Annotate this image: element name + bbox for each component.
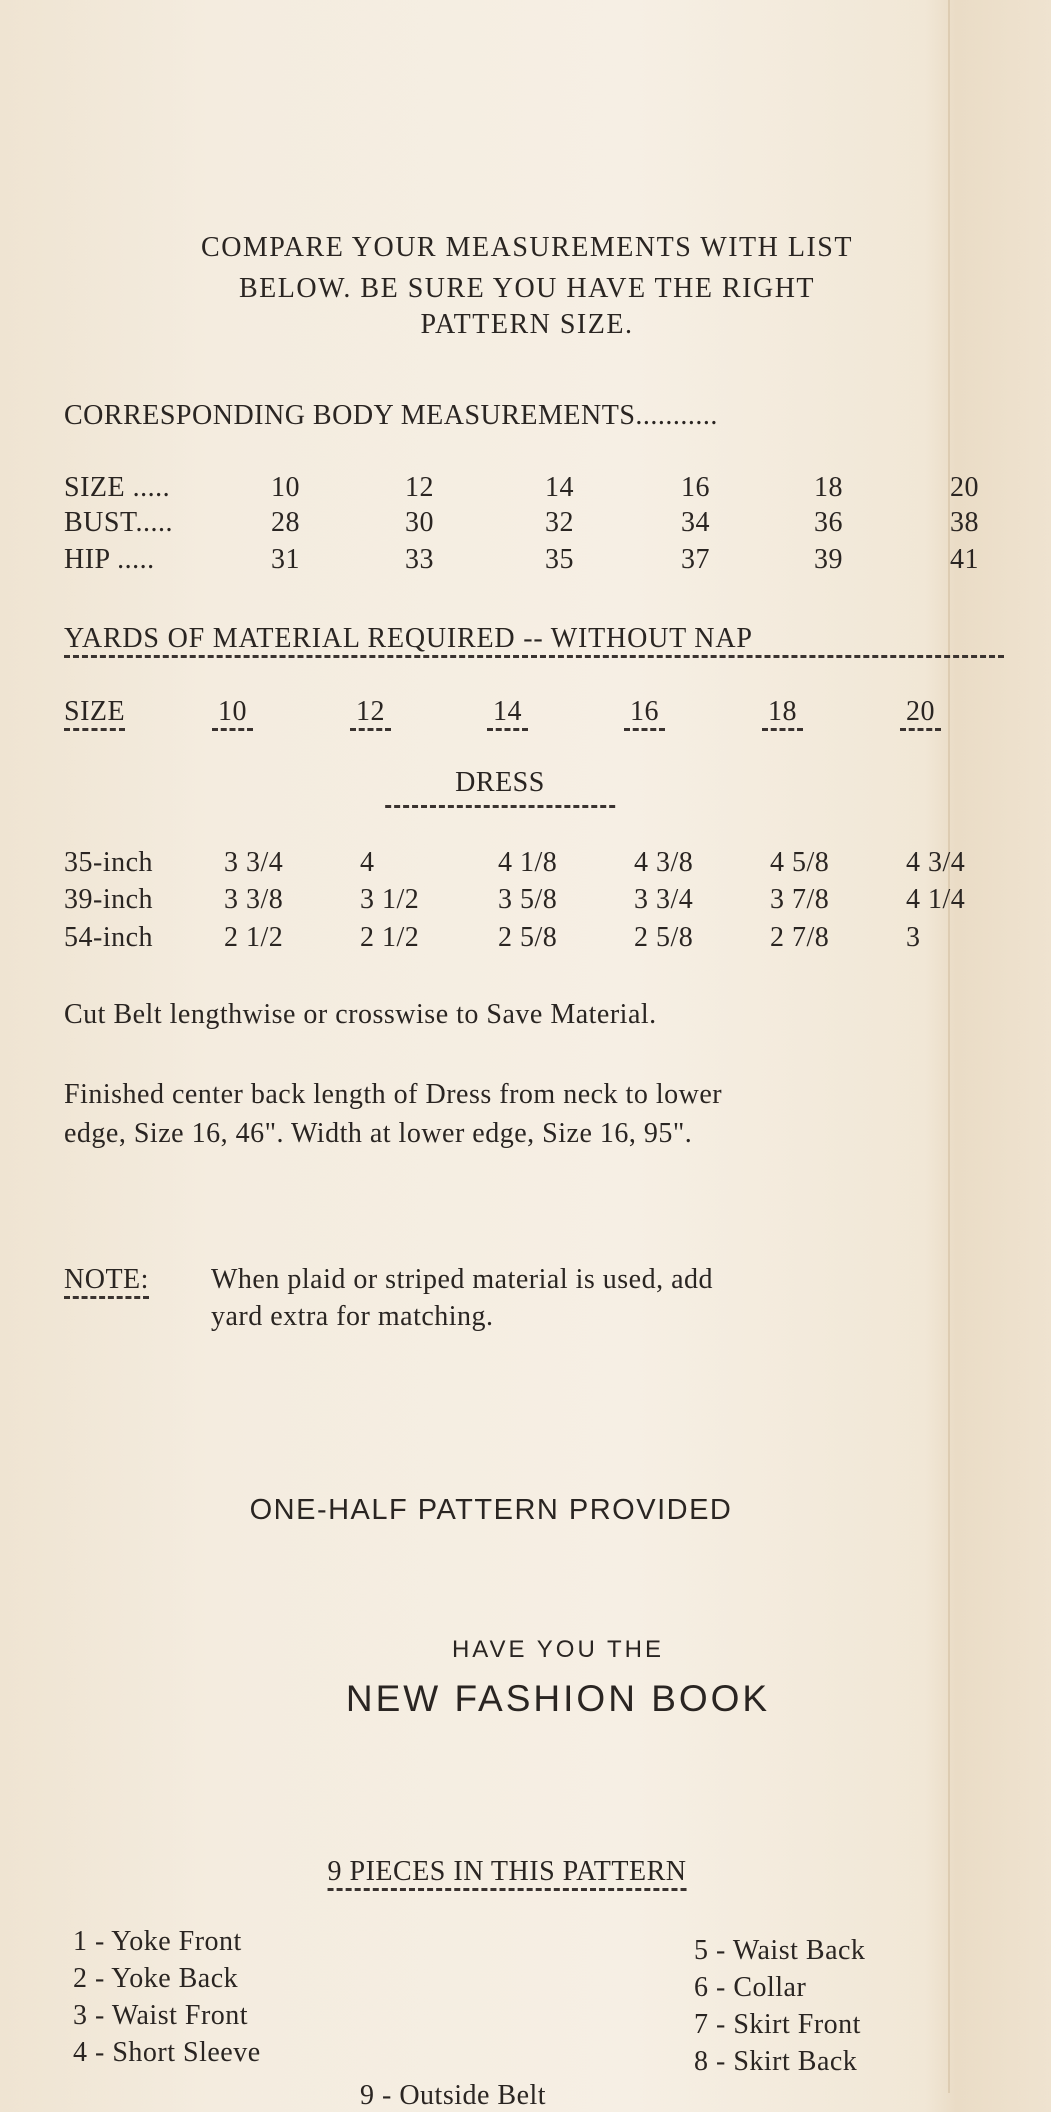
measurement-value: 41 [950, 544, 979, 575]
body-measurements-title: CORRESPONDING BODY MEASUREMENTS.........… [64, 400, 718, 431]
yardage-value: 3 3/4 [224, 847, 284, 878]
fashion-book-line-2: NEW FASHION BOOK [345, 1678, 771, 1719]
measurement-value: 16 [681, 472, 710, 503]
measurement-value: 12 [405, 472, 434, 503]
piece-item: 9 - Outside Belt [360, 2080, 547, 2111]
measurement-row-label: SIZE ..... [64, 472, 171, 503]
measurement-value: 28 [271, 507, 300, 538]
yardage-value: 3 7/8 [770, 884, 830, 915]
yardage-size: 20 [900, 696, 941, 731]
measurement-value: 38 [950, 507, 979, 538]
yardage-size: 14 [487, 696, 528, 731]
yardage-size: 10 [212, 696, 253, 731]
measurement-value: 35 [545, 544, 574, 575]
measurement-value: 31 [271, 544, 300, 575]
measurement-value: 14 [545, 472, 574, 503]
measurement-value: 32 [545, 507, 574, 538]
measurement-value: 34 [681, 507, 710, 538]
dress-section-title: DRESS [385, 767, 615, 808]
belt-note: Cut Belt lengthwise or crosswise to Save… [64, 999, 657, 1030]
yardage-value: 3 3/4 [634, 884, 694, 915]
intro-line-3: PATTERN SIZE. [420, 309, 634, 340]
fabric-width-label: 54-inch [64, 922, 154, 953]
finished-length-line-2: edge, Size 16, 46". Width at lower edge,… [64, 1118, 693, 1149]
yardage-value: 3 [906, 922, 921, 953]
intro-line-1: COMPARE YOUR MEASUREMENTS WITH LIST [201, 232, 853, 263]
yardage-value: 2 1/2 [224, 922, 284, 953]
intro-line-2: BELOW. BE SURE YOU HAVE THE RIGHT [238, 273, 816, 304]
piece-item: 7 - Skirt Front [694, 2009, 861, 2040]
piece-item: 6 - Collar [694, 1972, 807, 2003]
measurement-value: 33 [405, 544, 434, 575]
measurement-value: 39 [814, 544, 843, 575]
yardage-value: 2 5/8 [634, 922, 694, 953]
yardage-value: 4 1/4 [906, 884, 966, 915]
fabric-width-label: 39-inch [64, 884, 154, 915]
yardage-value: 2 5/8 [498, 922, 558, 953]
yardage-value: 4 3/4 [906, 847, 966, 878]
yardage-value: 3 1/2 [360, 884, 420, 915]
fabric-width-label: 35-inch [64, 847, 154, 878]
measurement-value: 10 [271, 472, 300, 503]
piece-item: 5 - Waist Back [694, 1935, 866, 1966]
measurement-row-label: HIP ..... [64, 544, 155, 575]
yardage-size: 16 [624, 696, 665, 731]
yardage-value: 4 1/8 [498, 847, 558, 878]
yardage-value: 4 5/8 [770, 847, 830, 878]
note-line-2: yard extra for matching. [211, 1301, 494, 1332]
pieces-title: 9 PIECES IN THIS PATTERN [327, 1856, 687, 1891]
yardage-size-label: SIZE [64, 696, 126, 731]
measurement-value: 30 [405, 507, 434, 538]
piece-item: 1 - Yoke Front [73, 1926, 242, 1957]
half-pattern-notice: ONE-HALF PATTERN PROVIDED [249, 1494, 733, 1526]
yardage-value: 2 1/2 [360, 922, 420, 953]
piece-item: 3 - Waist Front [73, 2000, 249, 2031]
yardage-size: 12 [350, 696, 391, 731]
measurement-value: 18 [814, 472, 843, 503]
yardage-value: 2 7/8 [770, 922, 830, 953]
piece-item: 2 - Yoke Back [73, 1963, 239, 1994]
finished-length-line-1: Finished center back length of Dress fro… [64, 1079, 723, 1110]
yardage-value: 4 [360, 847, 375, 878]
measurement-value: 37 [681, 544, 710, 575]
note-line-1: When plaid or striped material is used, … [211, 1264, 714, 1295]
yardage-size: 18 [762, 696, 803, 731]
note-label: NOTE: [64, 1264, 149, 1299]
fashion-book-line-1: HAVE YOU THE [451, 1636, 665, 1663]
piece-item: 4 - Short Sleeve [73, 2037, 261, 2068]
yardage-value: 3 3/8 [224, 884, 284, 915]
measurement-value: 20 [950, 472, 979, 503]
measurement-value: 36 [814, 507, 843, 538]
yardage-value: 4 3/8 [634, 847, 694, 878]
paper-edge [948, 0, 950, 2093]
measurement-row-label: BUST..... [64, 507, 173, 538]
yardage-value: 3 5/8 [498, 884, 558, 915]
yardage-title: YARDS OF MATERIAL REQUIRED -- WITHOUT NA… [64, 623, 1004, 658]
piece-item: 8 - Skirt Back [694, 2046, 858, 2077]
